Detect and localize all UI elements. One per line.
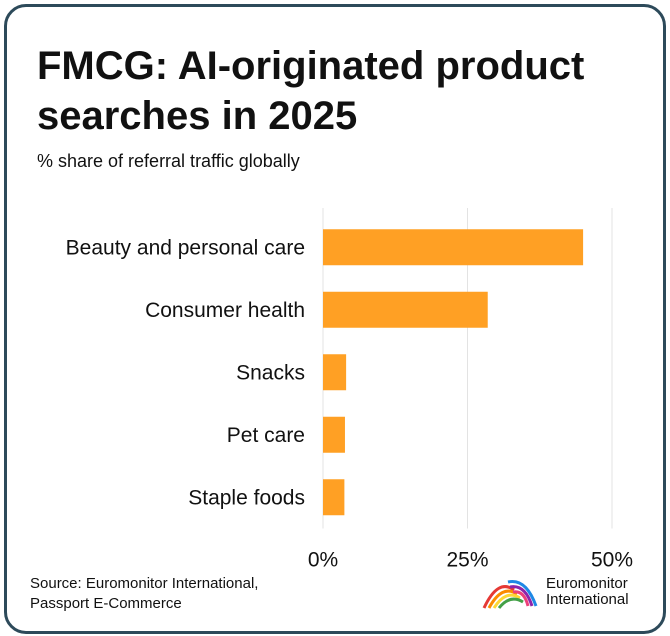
chart-subtitle: % share of referral traffic globally [37, 151, 300, 171]
euromonitor-logo: Euromonitor International [480, 576, 650, 610]
rainbow-arc-logo-icon [482, 580, 538, 609]
source-note: Source: Euromonitor International, Passp… [30, 574, 258, 614]
chart-card: FMCG: AI-originated product searches in … [4, 4, 666, 634]
source-line-1: Source: Euromonitor International, [30, 575, 259, 592]
bar-3 [323, 416, 345, 453]
logo-text-line-1: Euromonitor [546, 575, 628, 592]
chart-title: FMCG: AI-originated product searches in … [37, 44, 585, 138]
logo-text: Euromonitor International [546, 576, 629, 608]
category-label-0: Beauty and personal care [66, 236, 305, 259]
bar-0 [323, 229, 584, 266]
x-tick-label-1: 25% [446, 549, 488, 571]
x-tick-label-0: 0% [308, 549, 338, 571]
category-label-3: Pet care [227, 424, 305, 447]
category-label-4: Staple foods [188, 486, 305, 509]
x-tick-label-2: 50% [591, 549, 633, 571]
bar-2 [323, 354, 347, 391]
bar-chart: Beauty and personal care Consumer health S… [66, 208, 633, 571]
source-line-2: Passport E-Commerce [30, 595, 182, 612]
bar-4 [323, 479, 345, 516]
bar-1 [323, 291, 488, 328]
category-label-2: Snacks [236, 361, 305, 384]
logo-text-line-2: International [546, 591, 629, 608]
category-label-1: Consumer health [145, 299, 305, 322]
